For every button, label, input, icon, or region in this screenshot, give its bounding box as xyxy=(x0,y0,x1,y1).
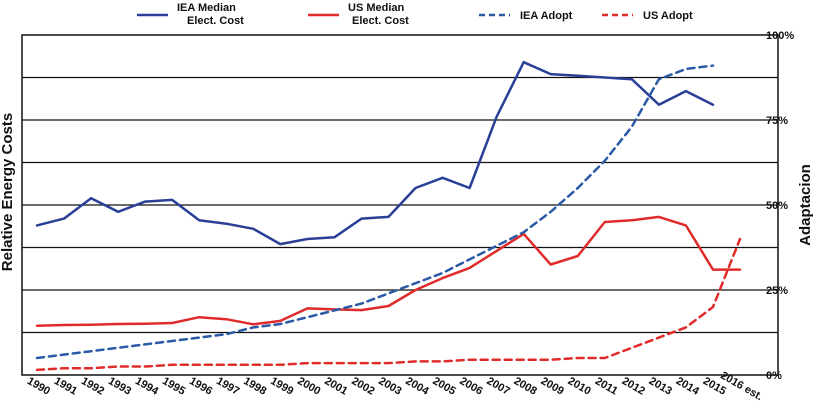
x-tick-label: 2008 xyxy=(512,375,539,398)
right-tick-label: 75% xyxy=(766,115,788,127)
series-line-iea-median-elect-cost xyxy=(35,60,715,246)
x-tick-label: 2007 xyxy=(485,375,512,398)
x-tick-label: 2006 xyxy=(458,375,485,398)
legend-label-us-cost-line2: Elect. Cost xyxy=(352,15,409,27)
legend-label-iea-cost-line1: IEA Median xyxy=(177,2,236,14)
right-tick-label: 0% xyxy=(766,370,782,382)
legend-label-iea-adopt: IEA Adopt xyxy=(520,10,573,22)
legend-label-us-cost-line1: US Median xyxy=(348,2,405,14)
left-axis-title: Relative Energy Costs xyxy=(0,113,16,271)
x-tick-label: 1999 xyxy=(268,375,295,398)
x-tick-label: 1990 xyxy=(25,375,52,398)
x-tick-label: 2012 xyxy=(620,375,647,398)
x-tick-label: 1992 xyxy=(79,375,106,398)
series-line-us-adopt xyxy=(35,237,742,372)
x-tick-label: 1993 xyxy=(106,375,133,398)
x-tick-label: 1996 xyxy=(187,375,214,398)
x-tick-label: 1994 xyxy=(133,375,161,398)
right-y-tick-labels: 0% 25% 50% 75% 100% xyxy=(766,30,794,382)
x-tick-label: 1995 xyxy=(160,375,187,398)
series-line-iea-adopt xyxy=(35,64,715,360)
legend-label-iea-cost-line2: Elect. Cost xyxy=(187,15,244,27)
x-tick-label: 2001 xyxy=(322,375,349,398)
legend: IEA Median Elect. Cost US Median Elect. … xyxy=(137,2,693,27)
x-tick-label: 2005 xyxy=(430,375,457,398)
x-tick-label: 2002 xyxy=(349,375,376,398)
series-line-us-median-elect-cost xyxy=(35,215,742,327)
right-tick-label: 50% xyxy=(766,200,788,212)
x-tick-label: 2003 xyxy=(376,375,403,398)
series-layer xyxy=(35,60,742,372)
right-tick-label: 25% xyxy=(766,285,788,297)
legend-label-us-adopt: US Adopt xyxy=(643,10,693,22)
x-tick-label: 2000 xyxy=(295,375,322,398)
x-tick-label: 2010 xyxy=(566,375,593,398)
x-tick-label: 1998 xyxy=(241,375,268,398)
x-tick-label: 2014 xyxy=(674,375,702,398)
x-tick-label: 1997 xyxy=(214,375,241,398)
x-tick-label: 2009 xyxy=(539,375,566,398)
x-tick-label: 2004 xyxy=(403,375,431,398)
gridlines xyxy=(21,34,779,376)
x-tick-label: 1991 xyxy=(52,375,79,398)
x-tick-label: 2011 xyxy=(593,375,620,397)
x-tick-label: 2013 xyxy=(647,375,674,398)
right-axis-title: Adaptacion xyxy=(797,164,814,246)
right-tick-label: 100% xyxy=(766,30,794,42)
